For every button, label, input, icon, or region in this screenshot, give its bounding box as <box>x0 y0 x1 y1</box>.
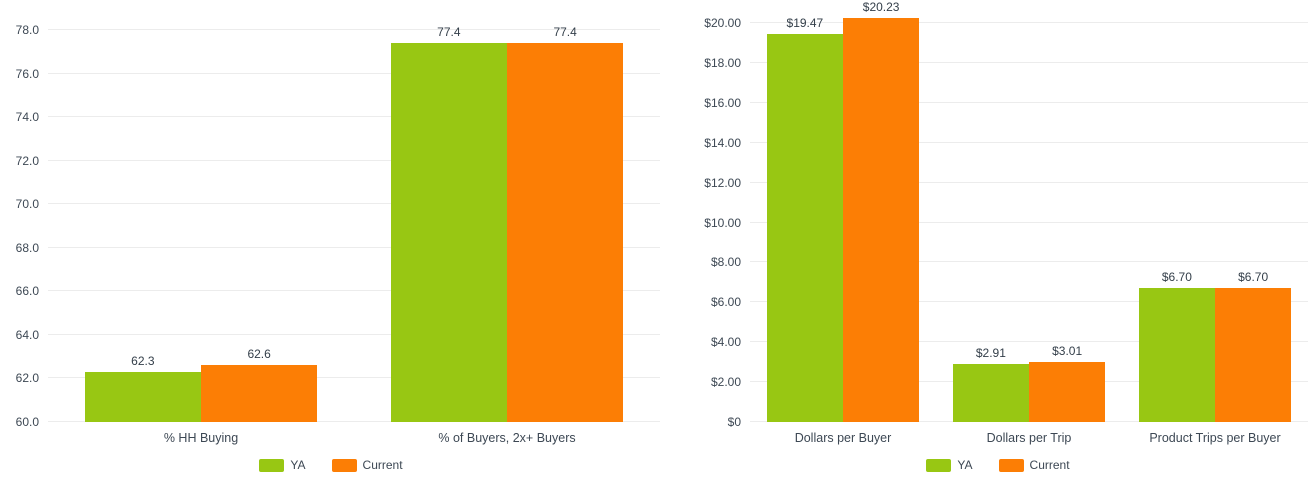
y-axis-tick-label: 78.0 <box>15 23 39 37</box>
legend-item-current[interactable]: Current <box>331 458 403 472</box>
gridline <box>48 159 660 161</box>
x-axis-labels: Dollars per Buyer Dollars per Trip Product… <box>750 431 1308 445</box>
plot-row: $0 $2.00 $4.00 $6.00 $8.00 $10.00 $12.00 $14.00… <box>688 0 1308 429</box>
y-axis-tick-label: $4.00 <box>710 335 741 350</box>
chart-legend: YA Current <box>2 458 660 472</box>
gridline <box>48 116 660 118</box>
x-axis-labels: % HH Buying % of Buyers, 2x+ Buyers <box>48 431 660 445</box>
y-axis-tick-label: 72.0 <box>15 153 39 168</box>
gridline <box>48 290 660 292</box>
bar-current-dollars-per-trip: $3.01 <box>1029 344 1106 422</box>
y-axis: 60.0 62.0 64.0 66.0 68.0 70.0 72.0 74.0 76.0 78.0 <box>2 0 48 429</box>
bar-ya-product-trips-per-buyer: $6.70 <box>1138 270 1215 422</box>
legend-item-ya[interactable]: YA <box>926 458 973 472</box>
y-axis-tick-label: 64.0 <box>15 327 39 342</box>
bar-value-label: $20.23 <box>862 0 900 15</box>
y-axis-tick-label: 68.0 <box>15 240 39 255</box>
x-axis-category-label-of-buyers-2x-buyers: % of Buyers, 2x+ Buyers <box>438 431 576 445</box>
gridline <box>750 221 1308 223</box>
bar-value-label: $6.70 <box>1161 270 1192 285</box>
bar-ya-dollars-per-trip: $2.91 <box>952 346 1029 422</box>
legend-label: Current <box>1029 458 1070 472</box>
gridline <box>750 22 1308 23</box>
gridline <box>48 377 660 379</box>
bar-group-hh-buying: 62.3 62.6 <box>48 0 354 422</box>
bar-value-label: $19.47 <box>786 15 824 30</box>
gridline <box>750 261 1308 263</box>
plot-row: 60.0 62.0 64.0 66.0 68.0 70.0 72.0 74.0 76.0 78.0… <box>2 0 660 429</box>
x-axis-category-label-dollars-per-trip: Dollars per Trip <box>986 431 1072 445</box>
y-axis-tick-label: 74.0 <box>15 110 39 125</box>
x-axis-category-label-dollars-per-buyer: Dollars per Buyer <box>794 431 892 445</box>
bar-groups: 62.3 62.6 77.4 77.4 <box>48 0 660 422</box>
y-axis-tick-label: $8.00 <box>710 255 741 270</box>
gridline <box>750 101 1308 103</box>
bar-ya-of-buyers-2x-buyers: 77.4 <box>390 25 507 422</box>
gridline <box>750 341 1308 343</box>
bar-value-label: $2.91 <box>975 345 1006 360</box>
y-axis: $0 $2.00 $4.00 $6.00 $8.00 $10.00 $12.00 $14.00… <box>688 0 750 429</box>
plot-area: 62.3 62.6 77.4 77.4 <box>48 0 660 422</box>
y-axis-tick-label: $14.00 <box>704 135 741 150</box>
x-axis-category-label-hh-buying: % HH Buying <box>163 431 239 445</box>
gridline <box>48 29 660 30</box>
bar-groups: $19.47 $20.23 $2.91 $3.01 $6.70 $6.70 <box>750 0 1308 422</box>
bar-current-product-trips-per-buyer: $6.70 <box>1215 270 1292 422</box>
y-axis-tick-label: $0 <box>727 415 741 429</box>
gridline <box>48 333 660 335</box>
y-axis-tick-label: $12.00 <box>704 175 741 190</box>
bar-current-of-buyers-2x-buyers: 77.4 <box>507 25 624 422</box>
gridline <box>48 72 660 74</box>
bar-group-dollars-per-buyer: $19.47 $20.23 <box>750 0 936 422</box>
gridline <box>48 246 660 248</box>
y-axis-tick-label: $20.00 <box>704 16 741 30</box>
bar-value-label: $6.70 <box>1238 270 1269 285</box>
chart-legend: YA Current <box>688 458 1308 472</box>
x-axis-category-label-product-trips-per-buyer: Product Trips per Buyer <box>1149 431 1281 445</box>
y-axis-tick-label: $16.00 <box>704 95 741 110</box>
gridline <box>48 421 660 422</box>
bar-current-dollars-per-buyer: $20.23 <box>843 0 920 422</box>
y-axis-tick-label: 62.0 <box>15 371 39 386</box>
bar-value-label: 62.6 <box>247 347 271 362</box>
y-axis-tick-label: $2.00 <box>710 375 741 390</box>
y-axis-tick-label: 66.0 <box>15 284 39 299</box>
y-axis-tick-label: $6.00 <box>710 295 741 310</box>
y-axis-tick-label: $10.00 <box>704 215 741 230</box>
gridline <box>750 61 1308 63</box>
bar-current-hh-buying: 62.6 <box>201 347 318 422</box>
bar-group-of-buyers-2x-buyers: 77.4 77.4 <box>354 0 660 422</box>
legend-item-current[interactable]: Current <box>998 458 1070 472</box>
dollars-metrics-bar-chart: $0 $2.00 $4.00 $6.00 $8.00 $10.00 $12.00 $14.00… <box>688 0 1308 485</box>
y-axis-tick-label: $18.00 <box>704 55 741 70</box>
gridline <box>750 141 1308 143</box>
y-axis-tick-label: 76.0 <box>15 66 39 81</box>
bar-value-label: 77.4 <box>553 25 577 40</box>
bar-group-product-trips-per-buyer: $6.70 $6.70 <box>1122 0 1308 422</box>
legend-swatch-current <box>998 458 1024 472</box>
bar-value-label: $3.01 <box>1052 343 1083 358</box>
legend-label: YA <box>957 458 973 472</box>
gridline <box>750 301 1308 303</box>
gridline <box>750 181 1308 183</box>
y-axis-tick-label: 60.0 <box>15 415 39 429</box>
legend-swatch-ya <box>926 458 952 472</box>
bar-ya-hh-buying: 62.3 <box>84 354 201 422</box>
legend-item-ya[interactable]: YA <box>259 458 306 472</box>
bar-group-dollars-per-trip: $2.91 $3.01 <box>936 0 1122 422</box>
y-axis-tick-label: 70.0 <box>15 197 39 212</box>
bar-value-label: 62.3 <box>131 353 155 368</box>
legend-swatch-current <box>331 458 357 472</box>
legend-label: YA <box>290 458 306 472</box>
bar-value-label: 77.4 <box>437 25 461 40</box>
gridline <box>48 203 660 205</box>
legend-label: Current <box>362 458 403 472</box>
percent-buyers-bar-chart: 60.0 62.0 64.0 66.0 68.0 70.0 72.0 74.0 76.0 78.0… <box>2 0 660 485</box>
plot-area: $19.47 $20.23 $2.91 $3.01 $6.70 $6.70 <box>750 0 1308 422</box>
bar-ya-dollars-per-buyer: $19.47 <box>766 16 843 422</box>
legend-swatch-ya <box>259 458 285 472</box>
